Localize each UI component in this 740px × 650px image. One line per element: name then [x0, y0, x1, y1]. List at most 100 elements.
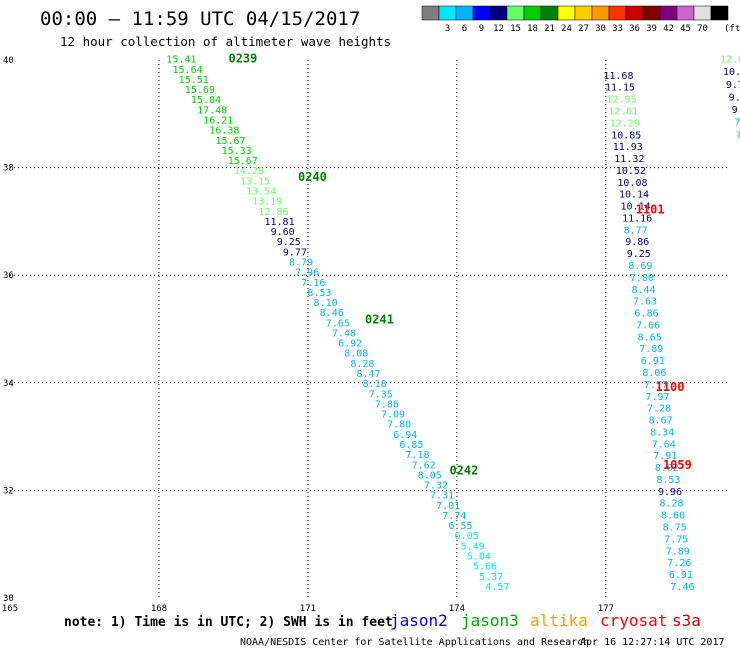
wave-height-value: 7.75: [664, 534, 688, 545]
wave-height-value: 16.38: [209, 126, 239, 137]
wave-height-value: 11.32: [614, 154, 644, 165]
y-tick-label: 30: [3, 594, 14, 604]
wave-height-value: 5.37: [479, 572, 503, 583]
wave-height-value: 7.28: [647, 404, 671, 415]
wave-height-value: 9.25: [277, 237, 301, 248]
wave-height-value: 7.18: [406, 450, 430, 461]
wave-height-value: 10.14: [619, 190, 649, 201]
wave-height-value: 10.14: [621, 202, 651, 213]
pass-label: 0242: [449, 463, 478, 477]
wave-height-value: 7: [735, 117, 740, 128]
wave-height-value: 9.60: [271, 227, 295, 238]
legend-label: 33: [612, 24, 623, 34]
wave-height-value: 15.69: [185, 85, 215, 96]
wave-height-value: 11.15: [605, 83, 635, 94]
wave-height-value: 8.34: [650, 427, 674, 438]
wave-height-value: 8.47: [356, 369, 380, 380]
legend-label: 6: [462, 24, 467, 34]
wave-height-value: 7.96: [295, 268, 319, 279]
wave-height-value: 10.00: [723, 67, 740, 78]
legend-label: 12: [493, 24, 504, 34]
wave-height-value: 8.02: [655, 463, 679, 474]
wave-height-value: 7.86: [375, 399, 399, 410]
legend-swatch: [710, 5, 729, 21]
wave-height-value: 15.41: [166, 55, 196, 66]
wave-height-value: 8.77: [624, 225, 648, 236]
wave-height-value: 9.86: [625, 237, 649, 248]
wave-height-value: 8.28: [660, 499, 684, 510]
pass-label: 1059: [663, 458, 692, 472]
legend-swatch: [642, 5, 661, 21]
wave-height-value: 8.46: [320, 308, 344, 319]
pass-label: 0239: [228, 52, 257, 66]
wave-height-value: 10.52: [616, 166, 646, 177]
legend-swatch: [693, 5, 712, 21]
legend-swatch: [455, 5, 474, 21]
legend-label: 21: [544, 24, 555, 34]
wave-height-value: 7.80: [387, 420, 411, 431]
wave-height-value: 17.48: [197, 105, 227, 116]
wave-height-value: 12.86: [258, 207, 288, 218]
legend-label: 45: [680, 24, 691, 34]
wave-height-value: 7.91: [653, 451, 677, 462]
satellite-name-altika: altika: [530, 611, 588, 630]
legend-swatch: [676, 5, 695, 21]
wave-height-value: 7.66: [636, 320, 660, 331]
wave-height-value: 10.08: [617, 178, 647, 189]
legend-label: 42: [663, 24, 674, 34]
wave-height-value: 6.85: [399, 440, 423, 451]
wave-height-value: 7.62: [412, 460, 436, 471]
wave-height-value: 14.28: [234, 166, 264, 177]
legend-swatch: [625, 5, 644, 21]
wave-height-value: 7.77: [644, 380, 668, 391]
wave-height-value: 8.08: [344, 349, 368, 360]
wave-height-value: 13.19: [252, 197, 282, 208]
grid-lines: [10, 60, 730, 598]
units-note: note: 1) Time is in UTC; 2) SWH is in fe…: [64, 615, 393, 630]
wave-height-value: 7.97: [645, 392, 669, 403]
wave-height-value: 8.65: [638, 332, 662, 343]
legend-swatch: [591, 5, 610, 21]
legend-label: 70: [697, 24, 708, 34]
wave-height-value: 8.05: [418, 470, 442, 481]
wave-height-value: 7.74: [442, 511, 466, 522]
chart-subtitle: 12 hour collection of altimeter wave hei…: [60, 34, 391, 49]
wave-height-value: 8.53: [307, 288, 331, 299]
wave-height-value: 15.67: [215, 136, 245, 147]
legend-swatch: [438, 5, 457, 21]
wave-height-value: 6.91: [641, 356, 665, 367]
chart-title: 00:00 – 11:59 UTC 04/15/2017: [40, 8, 360, 30]
wave-height-value: 7.89: [639, 344, 663, 355]
wave-height-value: 9.96: [658, 487, 682, 498]
legend-label: 18: [527, 24, 538, 34]
legend-swatch: [523, 5, 542, 21]
pass-label: 0240: [298, 170, 327, 184]
wave-height-value: 7.35: [369, 389, 393, 400]
wave-height-value: 5.04: [467, 552, 491, 563]
y-tick-label: 40: [3, 56, 14, 66]
x-tick-label: 174: [449, 604, 465, 614]
wave-height-value: 9.5: [729, 92, 740, 103]
wave-height-value: 7.46: [670, 582, 694, 593]
satellite-name-jason3: jason3: [461, 611, 519, 630]
wave-height-value: 15.67: [228, 156, 258, 167]
wave-height-value: 6.94: [393, 430, 417, 441]
wave-height-value: 7.80: [630, 273, 654, 284]
wave-height-value: 8.28: [350, 359, 374, 370]
wave-height-value: 9.: [732, 105, 740, 116]
wave-height-value: 8: [737, 130, 740, 141]
legend-swatch: [489, 5, 508, 21]
legend-swatch: [540, 5, 559, 21]
wave-height-value: 12.01: [608, 106, 638, 117]
wave-height-value: 7.64: [652, 439, 676, 450]
x-tick-label: 168: [151, 604, 167, 614]
footer-timestamp: Apr 16 12:27:14 UTC 2017: [580, 637, 725, 648]
wave-height-value: 12.29: [610, 118, 640, 129]
legend-swatch: [608, 5, 627, 21]
satellite-name-cryosat: cryosat: [600, 611, 667, 630]
wave-height-value: 7.16: [301, 278, 325, 289]
legend-label: 3: [445, 24, 450, 34]
legend-label: 27: [578, 24, 589, 34]
legend-label: 15: [510, 24, 521, 34]
